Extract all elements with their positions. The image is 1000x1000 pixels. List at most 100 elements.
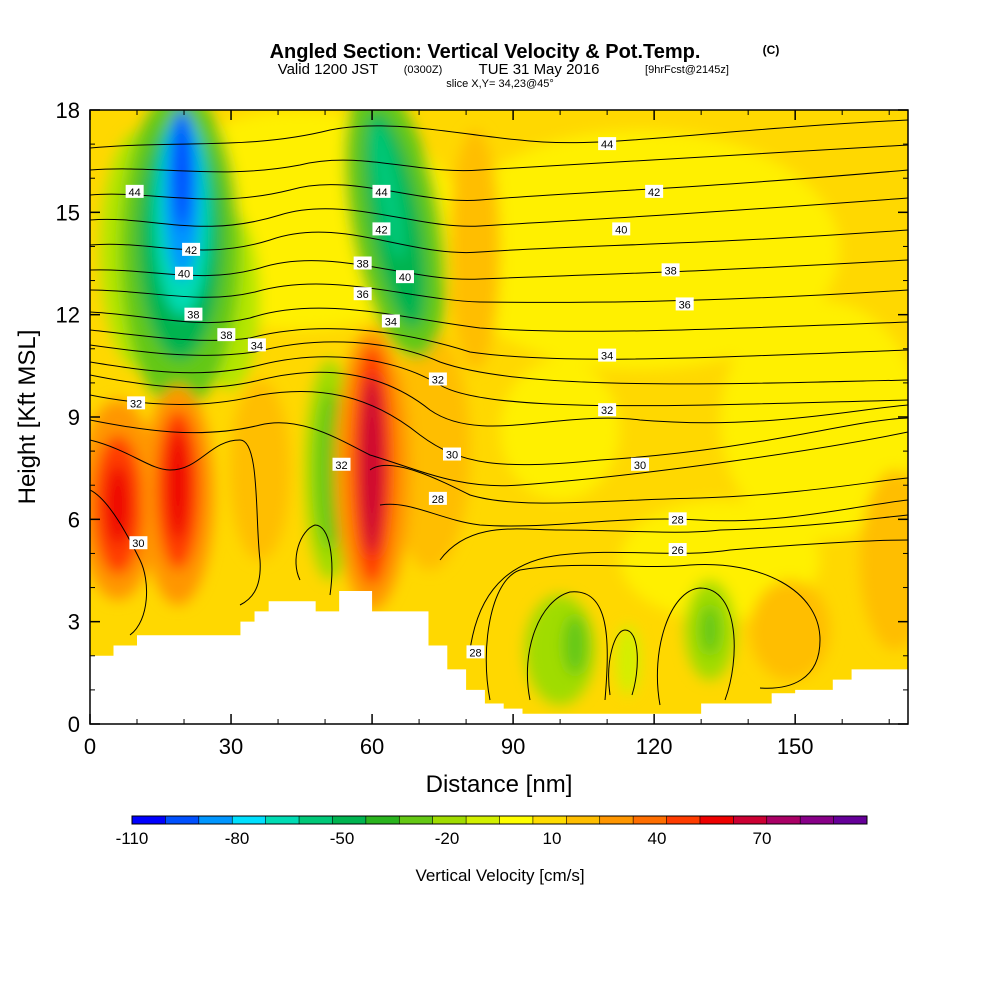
y-tick-label: 18 bbox=[56, 98, 80, 123]
valid-time-utc: (0300Z) bbox=[404, 64, 443, 76]
y-tick-label: 0 bbox=[68, 712, 80, 737]
svg-text:30: 30 bbox=[634, 460, 646, 472]
contour-label: 36 bbox=[353, 287, 372, 301]
terrain-mask bbox=[90, 590, 908, 724]
contour-label: 40 bbox=[175, 266, 194, 281]
contour-label: 38 bbox=[353, 256, 372, 271]
contour-line bbox=[90, 341, 908, 385]
x-tick-label: 0 bbox=[84, 734, 96, 759]
contour-label: 32 bbox=[127, 396, 146, 410]
contour-line bbox=[608, 629, 638, 696]
contour-label: 44 bbox=[372, 184, 391, 199]
colorbar-swatch bbox=[666, 816, 701, 824]
contour-line bbox=[295, 524, 333, 596]
svg-text:38: 38 bbox=[187, 310, 199, 322]
colorbar-swatch bbox=[733, 816, 768, 824]
svg-text:44: 44 bbox=[129, 187, 141, 199]
svg-text:42: 42 bbox=[375, 224, 387, 236]
contour-line bbox=[469, 539, 908, 651]
contour-label: 28 bbox=[668, 512, 687, 526]
svg-text:38: 38 bbox=[664, 265, 676, 277]
contour-label: 44 bbox=[598, 137, 617, 151]
y-tick-label: 12 bbox=[56, 303, 80, 328]
contour-line bbox=[90, 371, 908, 427]
contour-line bbox=[485, 563, 821, 701]
colorbar-tick-label: 10 bbox=[543, 829, 562, 848]
contour-label: 34 bbox=[381, 314, 400, 328]
colorbar-swatch bbox=[699, 816, 734, 824]
x-tick-label: 120 bbox=[636, 734, 673, 759]
colorbar-swatch bbox=[365, 816, 400, 824]
contour-label: 42 bbox=[182, 242, 201, 257]
colorbar-swatch bbox=[499, 816, 534, 824]
y-axis: 0 36 9 12 15 18 bbox=[56, 98, 908, 737]
contour-label: 38 bbox=[184, 307, 203, 322]
svg-text:28: 28 bbox=[432, 494, 444, 506]
contour-label: 32 bbox=[598, 403, 617, 417]
colorbar-swatch bbox=[432, 816, 467, 824]
contour-line bbox=[90, 197, 908, 227]
contour-label: 36 bbox=[675, 297, 694, 311]
contour-line bbox=[90, 144, 908, 173]
contour-line bbox=[439, 514, 908, 561]
colorbar-tick-label: -80 bbox=[225, 829, 250, 848]
contour-label: 32 bbox=[332, 457, 351, 472]
svg-text:42: 42 bbox=[185, 245, 197, 257]
colorbar-swatch bbox=[532, 816, 567, 824]
colorbar-swatch bbox=[833, 816, 868, 824]
valid-date: TUE 31 May 2016 bbox=[479, 61, 600, 78]
svg-text:34: 34 bbox=[251, 340, 263, 352]
svg-text:28: 28 bbox=[469, 647, 481, 659]
contour-label: 44 bbox=[125, 184, 144, 199]
svg-text:36: 36 bbox=[679, 299, 691, 311]
x-tick-label: 150 bbox=[777, 734, 814, 759]
colorbar-swatch bbox=[132, 816, 166, 824]
svg-text:28: 28 bbox=[672, 514, 684, 526]
svg-text:32: 32 bbox=[335, 460, 347, 472]
contour-line bbox=[90, 328, 908, 360]
svg-text:32: 32 bbox=[432, 374, 444, 386]
svg-text:40: 40 bbox=[399, 272, 411, 284]
colorbar-swatch bbox=[766, 816, 801, 824]
colorbar-tick-label: -20 bbox=[435, 829, 460, 848]
colorbar-swatch bbox=[599, 816, 634, 824]
svg-text:30: 30 bbox=[132, 538, 144, 550]
contour-line bbox=[90, 356, 908, 407]
colorbar-swatch bbox=[232, 816, 267, 824]
pot-temp-contours bbox=[90, 119, 908, 706]
colorbar-swatch bbox=[299, 816, 333, 824]
contour-label: 32 bbox=[428, 372, 447, 386]
plot-area: 44 42 40 38 38 34 32 30 44 42 38 40 36 34 32 32 30 28 28 44… bbox=[90, 110, 908, 724]
svg-text:38: 38 bbox=[357, 259, 369, 271]
contour-label: 38 bbox=[217, 328, 236, 342]
contour-label: 30 bbox=[631, 457, 650, 472]
contour-line bbox=[90, 307, 908, 332]
colorbar-swatch bbox=[633, 816, 668, 824]
contour-line bbox=[379, 499, 908, 527]
contour-line bbox=[90, 119, 908, 149]
contour-label: 28 bbox=[428, 491, 447, 506]
contour-label: 34 bbox=[247, 338, 266, 352]
contour-line bbox=[90, 169, 908, 202]
forecast-label: [9hrFcst@2145z] bbox=[645, 64, 729, 76]
y-tick-label: 9 bbox=[68, 405, 80, 430]
svg-text:40: 40 bbox=[178, 269, 190, 281]
chart-title-unit: (C) bbox=[763, 43, 780, 57]
colorbar-swatch bbox=[399, 816, 434, 824]
y-axis-label: Height [Kft MSL] bbox=[14, 330, 41, 505]
svg-text:32: 32 bbox=[130, 398, 142, 410]
contour-line bbox=[526, 591, 608, 701]
colorbar-tick-label: 70 bbox=[753, 829, 772, 848]
chart-title: Angled Section: Vertical Velocity & Pot.… bbox=[270, 41, 701, 63]
contour-line bbox=[90, 439, 261, 606]
colorbar-swatch bbox=[800, 816, 835, 824]
colorbar-tick-label: 40 bbox=[648, 829, 667, 848]
colorbar-swatch bbox=[165, 816, 200, 824]
contour-label: 30 bbox=[129, 536, 148, 550]
x-tick-label: 30 bbox=[219, 734, 243, 759]
y-tick-label: 15 bbox=[56, 200, 80, 225]
svg-text:34: 34 bbox=[385, 316, 397, 328]
svg-text:30: 30 bbox=[446, 450, 458, 462]
